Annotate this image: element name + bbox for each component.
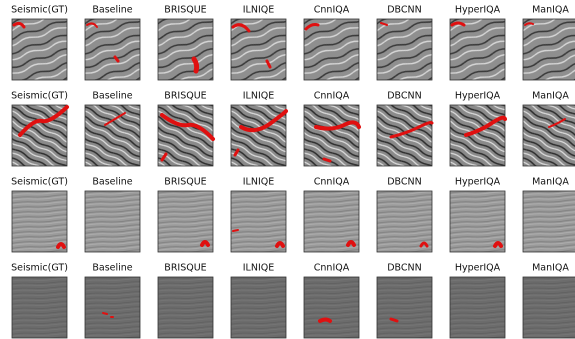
image-panel <box>377 105 432 166</box>
image-label: BRISQUE <box>164 5 206 16</box>
seismic-image <box>523 105 575 166</box>
seismic-image <box>304 277 359 338</box>
image-label: Baseline <box>92 177 132 188</box>
seismic-image <box>85 277 140 338</box>
image-label: ILNIQE <box>243 5 274 16</box>
seismic-image <box>158 105 213 166</box>
image-panel <box>158 277 213 338</box>
image-grid: Seismic(GT) Baseline BRISQUE ILNIQE CnnIQA DB… <box>11 5 575 339</box>
seismic-image <box>85 19 140 80</box>
image-panel <box>304 19 359 80</box>
image-label: DBCNN <box>387 5 422 16</box>
image-label: DBCNN <box>387 263 422 274</box>
red-mask <box>320 320 330 322</box>
seismic-image <box>377 19 432 80</box>
image-label: DBCNN <box>387 177 422 188</box>
image-panel <box>12 191 67 252</box>
image-label: HyperIQA <box>455 177 501 188</box>
image-panel <box>450 191 505 252</box>
image-panel <box>85 191 140 252</box>
image-panel <box>450 105 505 166</box>
seismic-image <box>377 277 432 338</box>
seismic-image <box>523 191 575 252</box>
image-panel <box>158 191 213 252</box>
image-panel <box>231 277 286 338</box>
image-label: CnnIQA <box>314 5 350 16</box>
image-label: ILNIQE <box>243 177 274 188</box>
red-mask <box>391 319 397 321</box>
seismic-image <box>12 19 67 80</box>
seismic-image <box>377 105 432 166</box>
image-label: ManIQA <box>532 177 569 188</box>
seismic-image <box>12 277 67 338</box>
image-label: Seismic(GT) <box>11 5 68 16</box>
seismic-image <box>523 19 575 80</box>
seismic-image <box>85 105 140 166</box>
seismic-image <box>450 277 505 338</box>
seismic-image <box>158 19 213 80</box>
image-panel <box>523 277 575 338</box>
image-label: ILNIQE <box>243 263 274 274</box>
image-label: BRISQUE <box>164 177 206 188</box>
image-label: Baseline <box>92 5 132 16</box>
image-label: HyperIQA <box>455 263 501 274</box>
image-panel <box>377 19 432 80</box>
image-label: ILNIQE <box>243 91 274 102</box>
image-label: Baseline <box>92 263 132 274</box>
seismic-image <box>450 19 505 80</box>
image-panel <box>85 105 140 166</box>
image-label: CnnIQA <box>314 177 350 188</box>
image-panel <box>450 19 505 80</box>
image-label: Seismic(GT) <box>11 177 68 188</box>
seismic-image <box>85 191 140 252</box>
image-panel <box>12 277 67 338</box>
image-label: HyperIQA <box>455 91 501 102</box>
red-mask <box>194 59 197 71</box>
seismic-image <box>231 277 286 338</box>
image-label: CnnIQA <box>314 263 350 274</box>
seismic-image <box>450 105 505 166</box>
red-mask <box>103 313 107 314</box>
image-label: Seismic(GT) <box>11 263 68 274</box>
image-panel <box>523 105 575 166</box>
image-label: ManIQA <box>532 91 569 102</box>
image-label: BRISQUE <box>164 263 206 274</box>
image-panel <box>12 105 67 166</box>
image-label: CnnIQA <box>314 91 350 102</box>
seismic-image <box>304 105 359 166</box>
image-panel <box>158 19 213 80</box>
image-panel <box>158 105 213 166</box>
image-label: HyperIQA <box>455 5 501 16</box>
image-label: BRISQUE <box>164 91 206 102</box>
seismic-image <box>523 277 575 338</box>
seismic-image <box>231 105 286 166</box>
image-label: ManIQA <box>532 5 569 16</box>
image-panel <box>450 277 505 338</box>
image-panel <box>304 191 359 252</box>
red-mask <box>233 230 238 231</box>
seismic-image <box>231 19 286 80</box>
image-panel <box>523 191 575 252</box>
seismic-image <box>158 277 213 338</box>
image-panel <box>523 19 575 80</box>
image-panel <box>231 105 286 166</box>
image-panel <box>231 191 286 252</box>
image-panel <box>12 19 67 80</box>
image-label: Seismic(GT) <box>11 91 68 102</box>
image-panel <box>231 19 286 80</box>
image-panel <box>85 277 140 338</box>
image-panel <box>304 277 359 338</box>
image-panel <box>85 19 140 80</box>
image-panel <box>304 105 359 166</box>
image-label: ManIQA <box>532 263 569 274</box>
image-panel <box>377 191 432 252</box>
image-label: DBCNN <box>387 91 422 102</box>
figure: Seismic(GT) Baseline BRISQUE ILNIQE CnnIQA DB… <box>0 0 575 339</box>
image-label: Baseline <box>92 91 132 102</box>
seismic-image <box>304 19 359 80</box>
red-mask <box>324 159 330 161</box>
image-panel <box>377 277 432 338</box>
